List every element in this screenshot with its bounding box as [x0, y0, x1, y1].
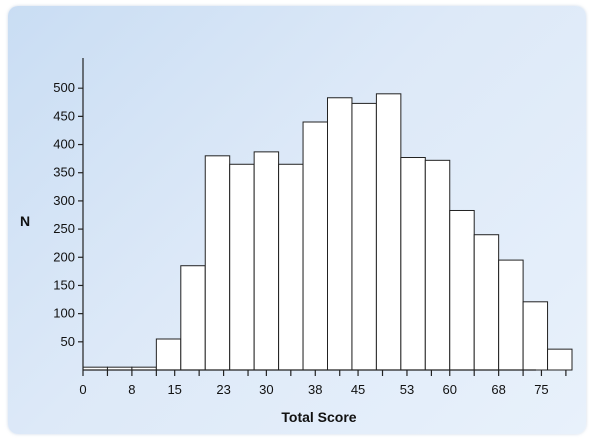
histogram-bar: [473, 234, 500, 371]
y-tick-label: 300: [53, 193, 75, 208]
y-axis-title: N: [20, 213, 30, 229]
y-tick-label: 350: [53, 165, 75, 180]
histogram-bar: [351, 102, 377, 371]
x-tick-label: 68: [491, 382, 505, 397]
x-tick-label: 0: [79, 382, 86, 397]
x-tick-label: 8: [128, 382, 135, 397]
histogram-bar: [375, 93, 402, 371]
histogram-bar: [180, 265, 206, 371]
y-ticks-group: 50 100 150 200 250 300 350 400 450 500: [53, 80, 83, 349]
bars-group: [82, 93, 573, 371]
histogram-chart: 50 100 150 200 250 300 350 400 450 500 0 8 15 23 30 38…: [20, 58, 573, 425]
histogram-bar: [449, 209, 475, 371]
x-tick-label: 15: [167, 382, 181, 397]
x-ticks-group: 0 8 15 23 30 38 45 53 60 68 75: [79, 370, 567, 397]
x-tick-label: 38: [308, 382, 322, 397]
y-tick-label: 500: [53, 80, 75, 95]
histogram-bar: [253, 151, 280, 371]
chart-panel: 50 100 150 200 250 300 350 400 450 500 0 8 15 23 30 38…: [8, 6, 586, 434]
y-tick-label: 450: [53, 108, 75, 123]
x-tick-label: 23: [216, 382, 230, 397]
y-tick-label: 100: [53, 306, 75, 321]
x-tick-label: 75: [534, 382, 548, 397]
y-tick-label: 250: [53, 221, 75, 236]
y-tick-label: 150: [53, 277, 75, 292]
histogram-bar: [424, 159, 451, 371]
histogram-bar: [547, 348, 573, 371]
histogram-bar: [302, 121, 328, 371]
histogram-bar: [155, 338, 182, 371]
y-tick-label: 200: [53, 249, 75, 264]
histogram-bar: [327, 97, 353, 371]
histogram-bar: [522, 301, 549, 371]
x-axis-title: Total Score: [281, 409, 356, 425]
x-tick-label: 30: [259, 382, 273, 397]
y-tick-label: 50: [61, 334, 75, 349]
x-tick-label: 45: [351, 382, 365, 397]
x-tick-label: 60: [443, 382, 457, 397]
histogram-bar: [498, 259, 524, 371]
x-tick-label: 53: [400, 382, 414, 397]
histogram-bar: [278, 163, 304, 371]
y-tick-label: 400: [53, 137, 75, 152]
histogram-bar: [204, 155, 231, 371]
histogram-bar: [229, 163, 255, 371]
histogram-bar: [400, 157, 426, 371]
